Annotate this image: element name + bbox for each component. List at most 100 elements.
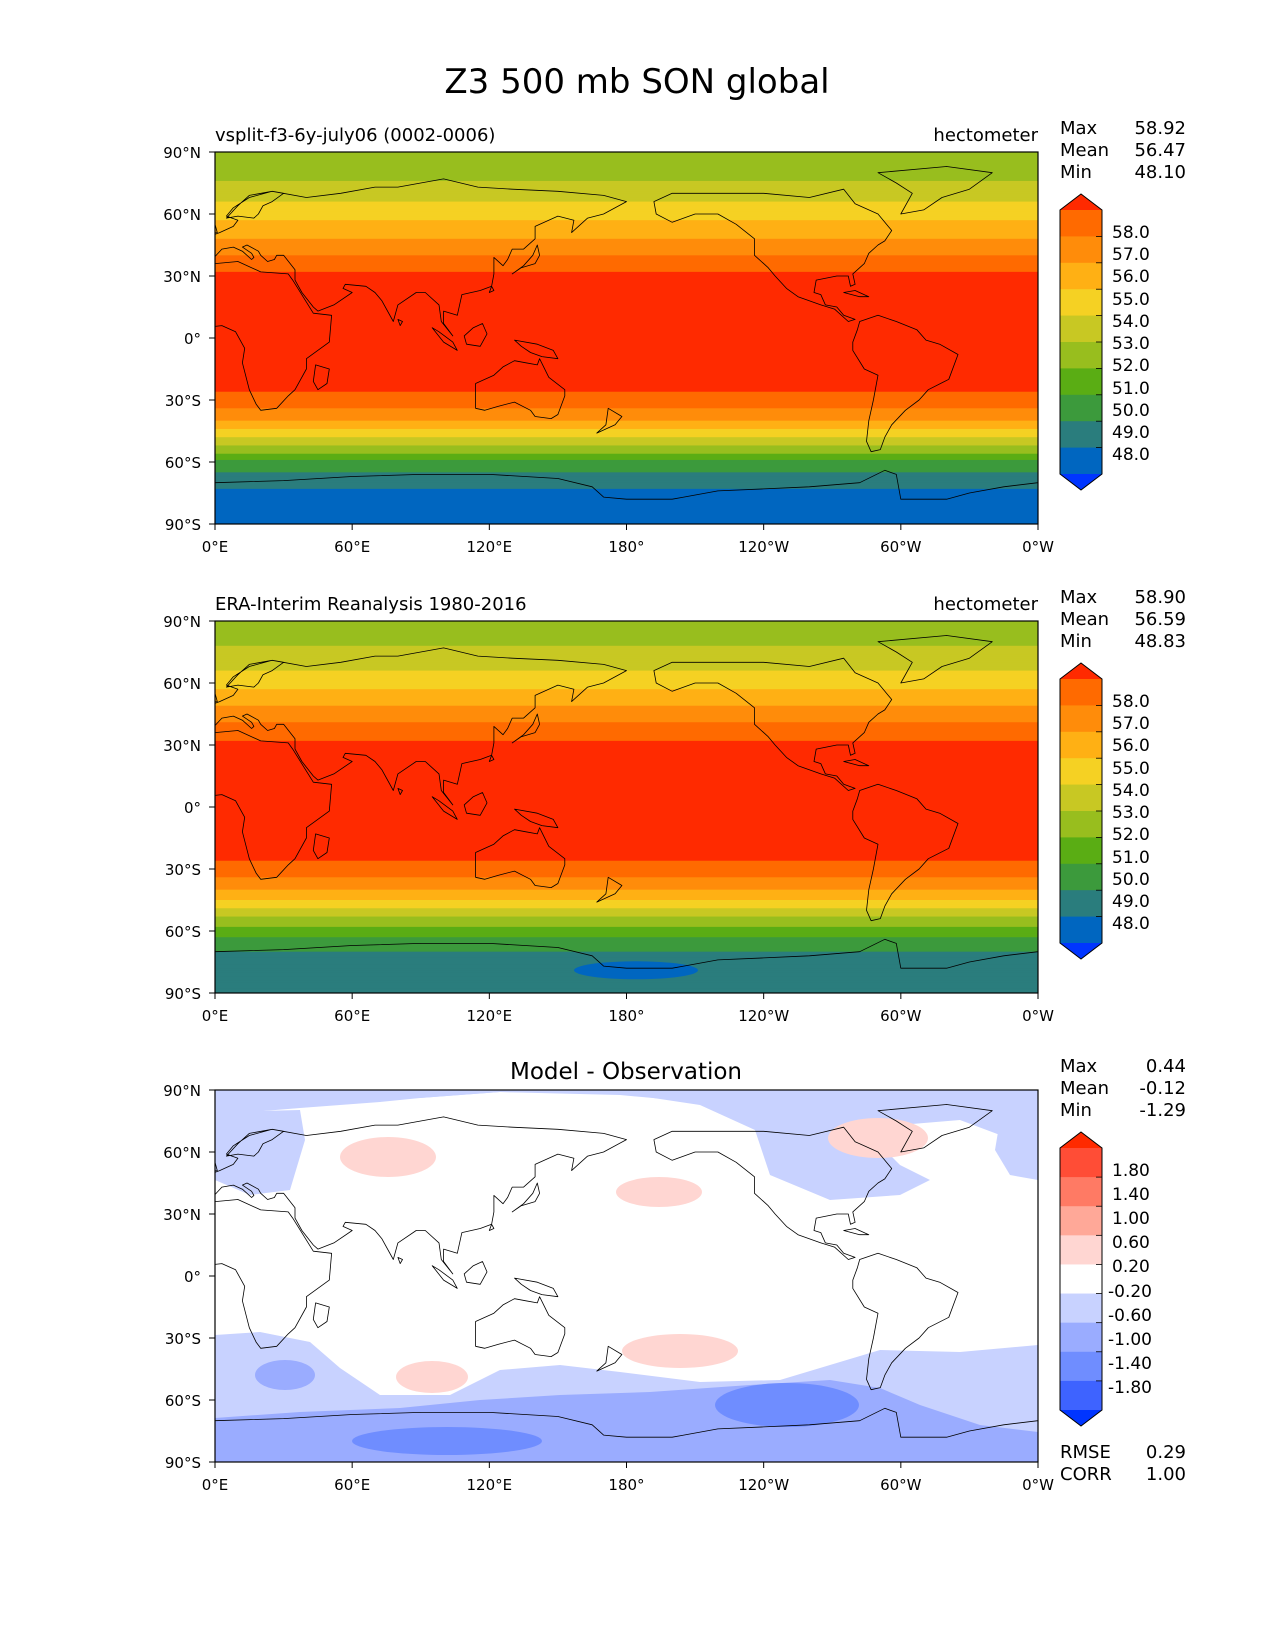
field-band	[215, 846, 1038, 849]
field-band	[215, 656, 1038, 659]
coastline	[215, 1104, 1038, 1462]
field-band	[215, 315, 1038, 318]
field-band	[215, 883, 1038, 887]
field-band	[215, 842, 1038, 845]
panel-obs-left-title: ERA-Interim Reanalysis 1980-2016	[215, 594, 527, 615]
y-tick-label: 90°N	[163, 1082, 201, 1100]
field-band	[215, 931, 1038, 934]
field-band	[215, 307, 1038, 310]
x-tick-label: 0°E	[202, 1476, 229, 1494]
colorbar-swatch	[1060, 368, 1102, 396]
diff-region-arctic-negative	[995, 1112, 1038, 1180]
field-band	[215, 435, 1038, 438]
field-band	[215, 935, 1038, 938]
field-band	[215, 627, 1038, 630]
field-band	[215, 168, 1038, 172]
x-tick-label: 120°E	[466, 538, 512, 556]
field-band	[215, 369, 1038, 372]
colorbar-tick-label: 51.0	[1112, 379, 1150, 399]
field-band	[215, 203, 1038, 207]
field-band	[215, 176, 1038, 180]
field-band	[215, 408, 1038, 411]
field-band	[215, 718, 1038, 721]
field-band	[215, 685, 1038, 688]
field-band	[215, 749, 1038, 752]
field-band	[215, 864, 1038, 868]
field-band	[215, 990, 1038, 993]
field-band	[215, 433, 1038, 436]
colorbar-extend-max	[1060, 663, 1102, 679]
diff-region-strong-negative	[352, 1427, 542, 1455]
field-band	[215, 687, 1038, 690]
field-band	[215, 933, 1038, 936]
field-band	[215, 240, 1038, 244]
field-band	[215, 156, 1038, 159]
colorbar-extend-min	[1060, 474, 1102, 490]
field-band	[215, 360, 1038, 364]
diff-region-antarctic-negative	[255, 1360, 315, 1390]
field-band	[215, 856, 1038, 860]
field-band	[215, 703, 1038, 707]
field-band	[215, 722, 1038, 725]
field-band	[215, 391, 1038, 395]
field-band	[215, 327, 1038, 331]
colorbar-swatch	[1060, 421, 1102, 449]
field-band	[215, 333, 1038, 337]
field-band	[215, 420, 1038, 424]
field-band	[215, 693, 1038, 696]
field-band	[215, 152, 1038, 155]
field-band	[215, 852, 1038, 856]
colorbar-tick-label: 56.0	[1112, 267, 1150, 287]
field-band	[215, 488, 1038, 492]
field-band	[215, 709, 1038, 713]
stat-label-max: Max	[1060, 1056, 1098, 1077]
field-band	[215, 654, 1038, 657]
field-band	[215, 701, 1038, 705]
diff-region-arctic-negative	[215, 1110, 305, 1195]
field-band	[215, 699, 1038, 703]
y-tick-label: 90°N	[163, 613, 201, 631]
colorbar-extend-min	[1060, 1410, 1102, 1426]
panel-diff-blobs	[215, 1090, 1038, 1462]
colorbar-extend-max	[1060, 194, 1102, 210]
stat-value-mean: -0.12	[1139, 1078, 1186, 1099]
stat-label-max: Max	[1060, 118, 1098, 139]
colorbar-swatch	[1060, 1177, 1102, 1207]
field-band	[215, 840, 1038, 843]
y-tick-label: 30°N	[163, 268, 201, 286]
colorbar-labels: 58.0 57.0 56.0 55.0 54.0 53.0 52.0 51.0 …	[1112, 223, 1150, 465]
field-band	[215, 412, 1038, 416]
field-band	[215, 798, 1038, 802]
field-band	[215, 414, 1038, 418]
y-tick-label: 90°S	[165, 516, 201, 534]
field-band	[215, 379, 1038, 382]
colorbar-tick-label: 50.0	[1112, 870, 1150, 890]
field-band	[215, 486, 1038, 490]
x-tick-label: 0°E	[202, 1007, 229, 1025]
field-band	[215, 331, 1038, 335]
field-band	[215, 187, 1038, 190]
field-band	[215, 236, 1038, 240]
field-band	[215, 668, 1038, 672]
field-band	[215, 261, 1038, 265]
field-band	[215, 402, 1038, 405]
field-band	[215, 505, 1038, 509]
field-band	[215, 788, 1038, 792]
field-band	[215, 358, 1038, 362]
field-band	[215, 416, 1038, 420]
y-tick-label: 60°N	[163, 675, 201, 693]
field-band	[215, 689, 1038, 692]
field-band	[215, 346, 1038, 349]
colorbar-extend-min	[1060, 943, 1102, 959]
colorbar-tick-label: 49.0	[1112, 423, 1150, 443]
field-band	[215, 178, 1038, 182]
field-band	[215, 410, 1038, 413]
field-band	[215, 224, 1038, 227]
stat-label-min: Min	[1060, 162, 1092, 183]
field-band	[215, 503, 1038, 506]
field-band	[215, 511, 1038, 515]
panel-obs-field	[215, 621, 1038, 993]
figure-title: Z3 500 mb SON global	[444, 62, 829, 102]
field-band	[215, 885, 1038, 889]
